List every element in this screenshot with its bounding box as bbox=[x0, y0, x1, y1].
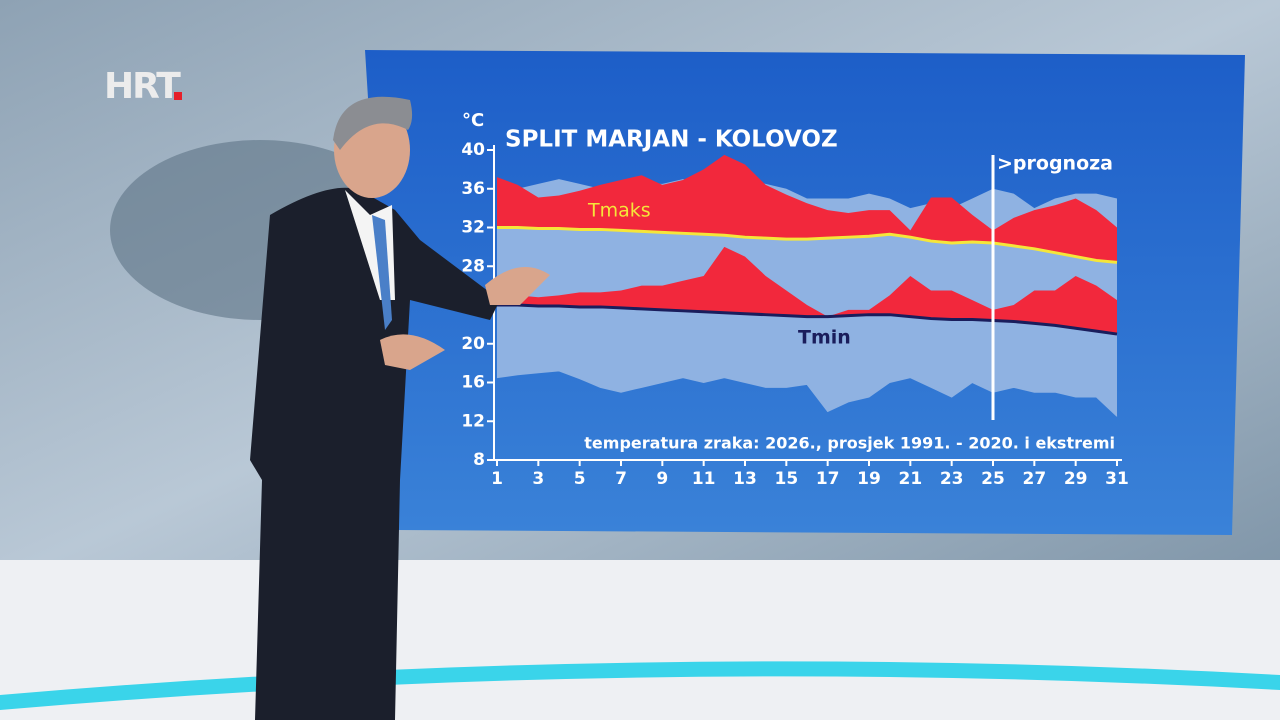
unit-label: °C bbox=[462, 110, 484, 131]
x-tick-label: 19 bbox=[857, 469, 881, 489]
chart-title: SPLIT MARJAN - KOLOVOZ bbox=[505, 127, 838, 153]
studio-floor bbox=[0, 560, 1280, 720]
x-tick-label: 9 bbox=[656, 469, 668, 489]
caption: temperatura zraka: 2026., prosjek 1991. … bbox=[584, 434, 1115, 453]
x-tick-label: 5 bbox=[574, 469, 586, 489]
logo: HRT bbox=[104, 66, 181, 107]
y-tick-label: 20 bbox=[461, 334, 485, 354]
x-tick-label: 11 bbox=[692, 469, 716, 489]
y-tick-label: 8 bbox=[473, 450, 485, 470]
presenter bbox=[250, 96, 550, 720]
series-label: Tmaks bbox=[587, 200, 651, 222]
actual-area bbox=[497, 154, 1117, 263]
actual-area bbox=[497, 246, 1117, 335]
x-tick-label: 31 bbox=[1105, 469, 1129, 489]
tie bbox=[372, 215, 392, 330]
x-tick-label: 25 bbox=[981, 469, 1005, 489]
hair bbox=[333, 96, 413, 150]
x-tick-label: 27 bbox=[1022, 469, 1046, 489]
x-tick-label: 3 bbox=[532, 469, 544, 489]
forecast-label: >prognoza bbox=[997, 153, 1113, 175]
x-tick-label: 13 bbox=[733, 469, 757, 489]
y-tick-label: 16 bbox=[461, 373, 485, 393]
y-tick-label: 36 bbox=[461, 179, 485, 199]
hand bbox=[380, 334, 445, 370]
y-tick-label: 32 bbox=[461, 218, 485, 238]
average-line bbox=[497, 226, 1118, 264]
extremes-min-edge bbox=[496, 370, 1118, 417]
x-tick-label: 17 bbox=[816, 469, 840, 489]
x-tick-label: 1 bbox=[491, 469, 503, 489]
x-tick-label: 21 bbox=[898, 469, 922, 489]
series-label: Tmin bbox=[798, 327, 851, 349]
y-tick-label: 12 bbox=[461, 411, 485, 431]
average-line bbox=[497, 303, 1118, 336]
logo-square bbox=[174, 92, 182, 100]
x-tick-label: 7 bbox=[615, 469, 627, 489]
y-tick-label: 28 bbox=[461, 256, 485, 276]
y-tick-label: 40 bbox=[461, 140, 485, 160]
hand bbox=[485, 267, 550, 305]
chart: 8121620242832364013579111315171921232527… bbox=[461, 110, 1129, 489]
x-tick-label: 29 bbox=[1064, 469, 1088, 489]
x-tick-label: 15 bbox=[774, 469, 798, 489]
suit bbox=[250, 187, 500, 720]
x-tick-label: 23 bbox=[940, 469, 964, 489]
